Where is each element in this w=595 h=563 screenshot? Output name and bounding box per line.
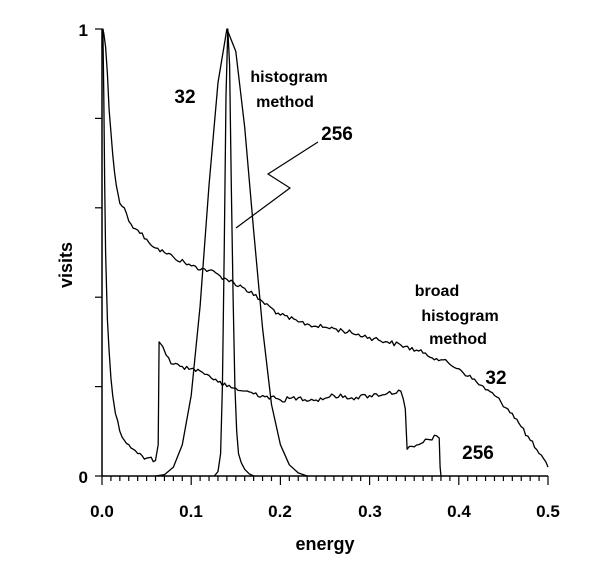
histogram-method-label-line1: histogram [250, 69, 327, 86]
series-line-3 [101, 28, 442, 477]
y-tick-label-1: 1 [79, 21, 88, 40]
x-tick-label-4: 0.4 [447, 502, 471, 521]
x-tick-label-3: 0.3 [358, 502, 382, 521]
x-tick-label-1: 0.1 [179, 502, 203, 521]
histogram-method-label-line2: method [256, 94, 314, 111]
series-line-2 [101, 28, 549, 468]
series-line-1 [213, 28, 254, 477]
tick-marks [95, 28, 549, 485]
hist-32-label: 32 [174, 87, 195, 108]
y-axis-title: visits [56, 242, 76, 288]
series-layer [101, 28, 549, 477]
hist-256-label: 256 [321, 124, 353, 145]
x-tick-label-0: 0.0 [90, 502, 114, 521]
broad-method-label-line2: histogram [421, 308, 498, 325]
x-tick-label-2: 0.2 [268, 502, 292, 521]
broad-method-label-line3: method [429, 331, 487, 348]
x-tick-label-5: 0.5 [536, 502, 560, 521]
series-line-0 [155, 28, 308, 477]
broad-256-label: 256 [462, 443, 494, 464]
x-axis-title: energy [295, 534, 354, 554]
broad-32-label: 32 [485, 368, 506, 389]
hist-256-leader-line [235, 141, 319, 229]
y-tick-label-0: 0 [79, 468, 88, 487]
broad-method-label-line1: broad [415, 283, 459, 300]
